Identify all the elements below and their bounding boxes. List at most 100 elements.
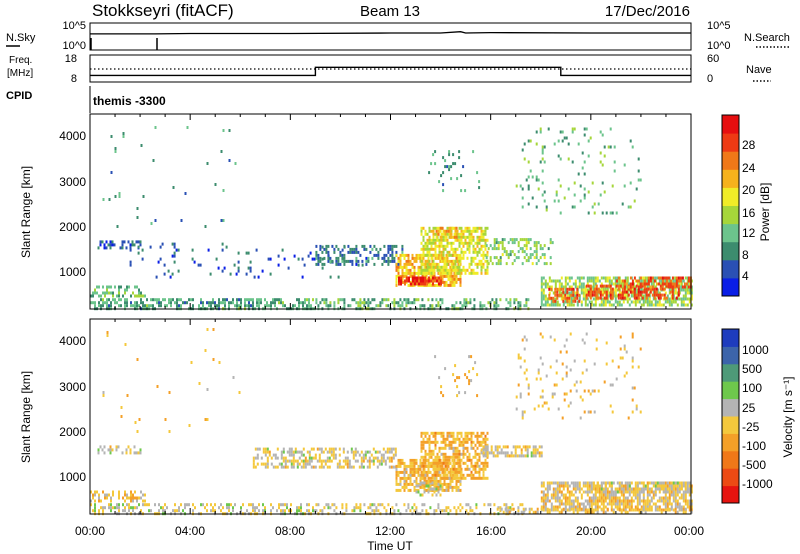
heatmap-cell	[421, 493, 424, 497]
heatmap-cell	[136, 285, 138, 289]
heatmap-cell	[550, 279, 553, 283]
heatmap-cell	[611, 296, 614, 300]
heatmap-cell	[395, 280, 398, 284]
heatmap-cell	[447, 229, 450, 233]
heatmap-cell	[437, 473, 440, 477]
heatmap-cell	[458, 262, 461, 266]
heatmap-cell	[560, 502, 563, 506]
heatmap-cell	[274, 298, 276, 302]
heatmap-cell	[544, 297, 547, 301]
heatmap-cell	[331, 244, 334, 248]
heatmap-cell	[204, 349, 207, 352]
heatmap-cell	[660, 484, 663, 488]
heatmap-cell	[427, 484, 430, 488]
heatmap-cell	[459, 274, 462, 278]
heatmap-cell	[277, 254, 280, 258]
heatmap-cell	[445, 253, 448, 257]
heatmap-cell	[639, 178, 642, 182]
heatmap-cell	[200, 301, 202, 305]
heatmap-cell	[583, 127, 586, 131]
heatmap-cell	[442, 437, 445, 441]
heatmap-cell	[631, 290, 634, 294]
heatmap-cell	[474, 229, 477, 233]
heatmap-cell	[634, 493, 637, 497]
heatmap-cell	[441, 277, 444, 281]
heatmap-cell	[429, 487, 432, 491]
heatmap-cell	[438, 282, 440, 286]
heatmap-cell	[440, 253, 443, 257]
vel-cbar-tick-neg25: -25	[742, 420, 760, 434]
heatmap-cell	[584, 288, 587, 292]
heatmap-cell	[405, 301, 408, 305]
heatmap-cell	[387, 247, 390, 251]
heatmap-cell	[647, 293, 650, 297]
heatmap-cell	[445, 235, 448, 239]
heatmap-cell	[452, 247, 455, 251]
heatmap-cell	[448, 271, 451, 275]
heatmap-cell	[675, 296, 678, 300]
heatmap-cell	[621, 296, 624, 300]
heatmap-cell	[527, 392, 530, 396]
vel-cbar-tick-neg1000: -1000	[742, 477, 773, 491]
heatmap-cell	[338, 465, 341, 469]
heatmap-cell	[565, 365, 568, 369]
heatmap-cell	[312, 509, 314, 513]
heatmap-cell	[628, 508, 631, 512]
heatmap-cell	[377, 256, 380, 260]
heatmap-cell	[399, 259, 402, 263]
heatmap-cell	[480, 451, 483, 455]
heatmap-cell	[344, 456, 347, 460]
heatmap-cell	[171, 242, 174, 246]
heatmap-cell	[560, 282, 563, 286]
heatmap-cell	[426, 262, 429, 266]
heatmap-cell	[548, 481, 551, 485]
heatmap-cell	[672, 487, 675, 491]
heatmap-cell	[541, 395, 544, 399]
heatmap-cell	[380, 462, 383, 466]
heatmap-cell	[643, 287, 646, 291]
heatmap-cell	[640, 487, 643, 491]
heatmap-cell	[341, 503, 344, 507]
heatmap-cell	[690, 294, 693, 298]
heatmap-cell	[574, 490, 577, 494]
heatmap-cell	[410, 282, 412, 286]
heatmap-cell	[621, 293, 624, 297]
heatmap-cell	[634, 496, 637, 500]
heatmap-cell	[445, 482, 448, 486]
heatmap-cell	[420, 470, 423, 474]
heatmap-cell	[460, 238, 463, 242]
heatmap-cell	[214, 509, 216, 513]
heatmap-cell	[468, 226, 471, 230]
heatmap-cell	[632, 490, 635, 494]
heatmap-cell	[472, 367, 475, 371]
heatmap-cell	[100, 499, 102, 503]
heatmap-cell	[324, 447, 327, 451]
heatmap-cell	[541, 169, 544, 173]
heatmap-cell	[612, 303, 615, 307]
heatmap-cell	[525, 338, 528, 342]
heatmap-cell	[556, 293, 559, 297]
heatmap-cell	[432, 440, 435, 444]
heatmap-cell	[686, 499, 689, 503]
heatmap-cell	[608, 484, 611, 488]
heatmap-cell	[94, 509, 96, 513]
heatmap-cell	[584, 505, 587, 509]
heatmap-cell	[442, 171, 445, 175]
heatmap-cell	[491, 262, 494, 266]
heatmap-cell	[504, 454, 507, 458]
heatmap-cell	[464, 189, 467, 193]
heatmap-cell	[544, 499, 547, 503]
heatmap-cell	[393, 304, 396, 308]
heatmap-cell	[493, 304, 496, 308]
heatmap-cell	[576, 510, 579, 514]
heatmap-cell	[442, 455, 445, 459]
heatmap-cell	[649, 276, 652, 280]
heatmap-cell	[582, 297, 585, 301]
heatmap-cell	[288, 459, 291, 463]
heatmap-cell	[438, 470, 441, 474]
heatmap-cell	[606, 288, 609, 292]
heatmap-cell	[558, 496, 561, 500]
heatmap-cell	[587, 290, 590, 294]
heatmap-cell	[129, 451, 132, 455]
heatmap-cell	[589, 136, 592, 140]
